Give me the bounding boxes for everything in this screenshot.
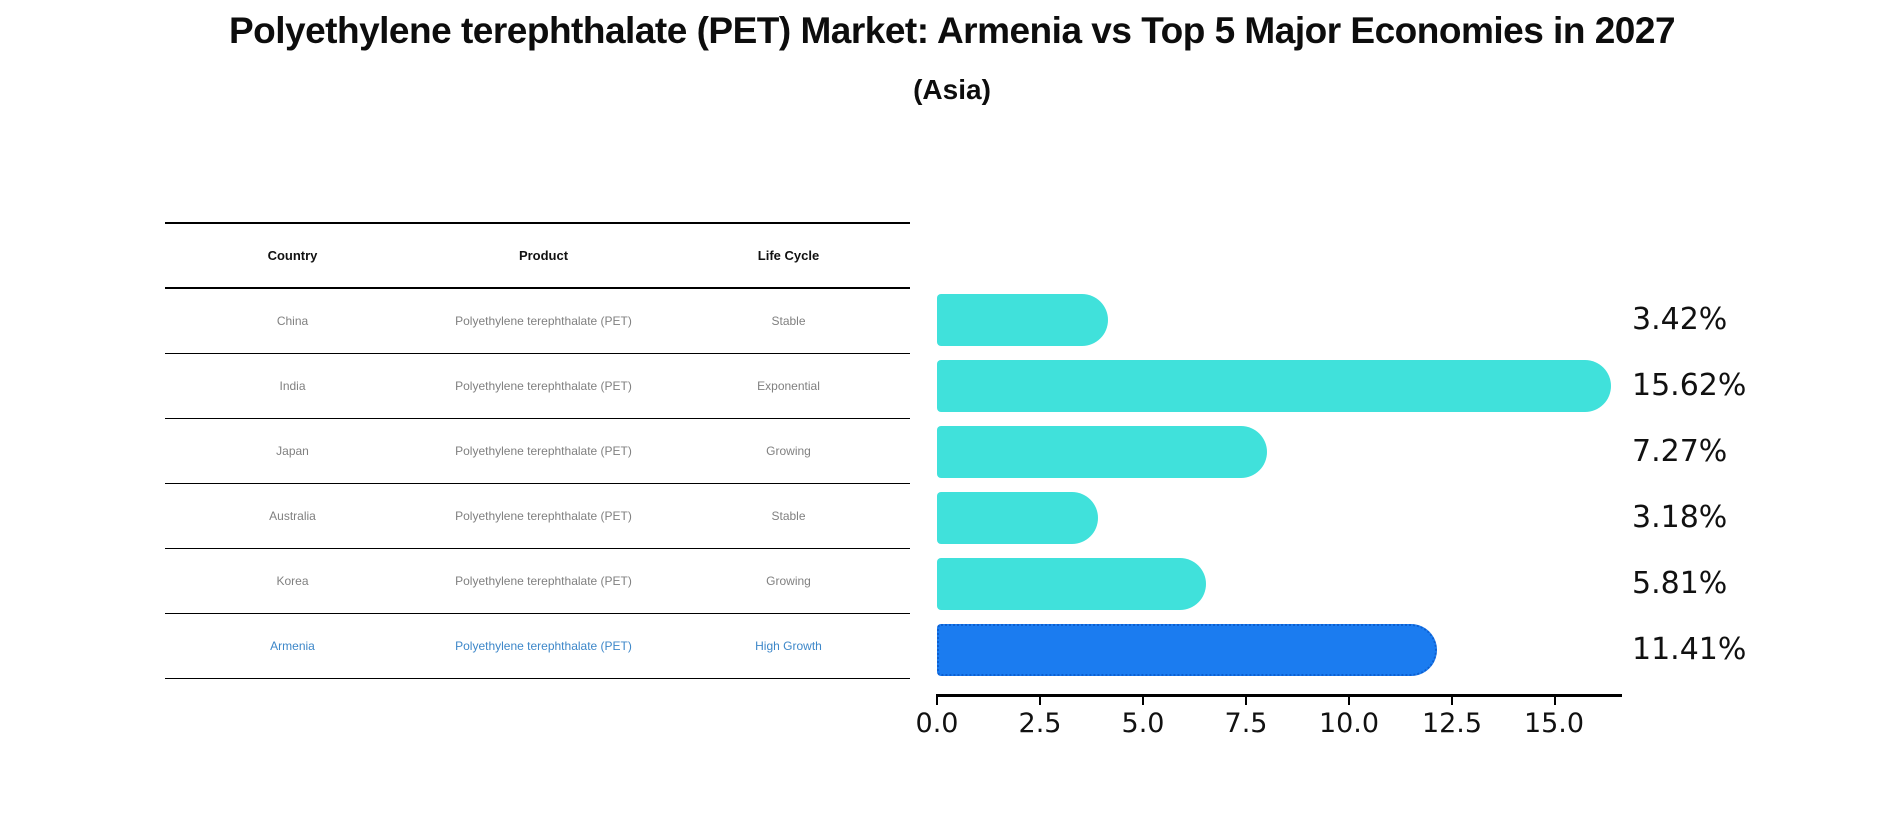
table-header-country: Country	[267, 248, 318, 263]
table-cell-product: Polyethylene terephthalate (PET)	[455, 314, 632, 328]
table-cell-country: India	[279, 379, 306, 393]
x-axis-tick-label: 15.0	[1523, 708, 1585, 739]
value-label: 7.27%	[1632, 434, 1728, 469]
table-cell-country: Japan	[276, 444, 309, 458]
table-cell-country: Korea	[276, 574, 309, 588]
table-row: China Polyethylene terephthalate (PET) S…	[165, 289, 910, 354]
value-label: 11.41%	[1632, 632, 1747, 667]
x-axis-tick-label: 5.0	[1121, 708, 1165, 739]
chart-title: Polyethylene terephthalate (PET) Market:…	[228, 10, 1676, 51]
table-row-highlighted: Armenia Polyethylene terephthalate (PET)…	[165, 614, 910, 679]
x-axis-tick-label: 10.0	[1318, 708, 1380, 739]
table-row: Korea Polyethylene terephthalate (PET) G…	[165, 549, 910, 614]
x-axis-tick	[1348, 696, 1350, 705]
x-axis-tick	[1245, 696, 1247, 705]
table-cell-country: Armenia	[270, 639, 315, 653]
x-axis-tick-label: 12.5	[1421, 708, 1483, 739]
bar-india	[937, 360, 1611, 412]
x-axis-tick-label: 7.5	[1224, 708, 1268, 739]
table-header-life-cycle: Life Cycle	[757, 248, 820, 263]
value-label: 15.62%	[1632, 368, 1747, 403]
table-row: Japan Polyethylene terephthalate (PET) G…	[165, 419, 910, 484]
table-header-product: Product	[518, 248, 569, 263]
x-axis-tick	[936, 696, 938, 705]
table-cell-country: China	[276, 314, 309, 328]
table-cell-product: Polyethylene terephthalate (PET)	[455, 574, 632, 588]
x-axis-tick	[1451, 696, 1453, 705]
table-cell-life-cycle: Exponential	[757, 379, 820, 393]
table-row: Australia Polyethylene terephthalate (PE…	[165, 484, 910, 549]
table-cell-life-cycle: Stable	[771, 509, 806, 523]
x-axis-line	[936, 694, 1622, 697]
x-axis-tick-label: 0.0	[915, 708, 959, 739]
chart-subtitle: (Asia)	[913, 74, 991, 105]
x-axis-tick-label: 2.5	[1018, 708, 1062, 739]
x-axis-tick	[1039, 696, 1041, 705]
bar-armenia-highlighted	[937, 624, 1438, 676]
table-cell-country: Australia	[269, 509, 316, 523]
table-cell-life-cycle: Growing	[766, 574, 811, 588]
table-cell-life-cycle: High Growth	[755, 639, 822, 653]
country-table: Country Product Life Cycle China Polyeth…	[165, 222, 910, 679]
table-cell-life-cycle: Stable	[771, 314, 806, 328]
bar-china	[937, 294, 1108, 346]
bar-japan	[937, 426, 1267, 478]
table-cell-product: Polyethylene terephthalate (PET)	[455, 509, 632, 523]
value-label: 3.18%	[1632, 500, 1728, 535]
value-label: 3.42%	[1632, 302, 1728, 337]
table-header-row: Country Product Life Cycle	[165, 222, 910, 289]
bar-australia	[937, 492, 1099, 544]
table-cell-life-cycle: Growing	[766, 444, 811, 458]
x-axis-tick	[1142, 696, 1144, 705]
value-label: 5.81%	[1632, 566, 1728, 601]
x-axis-tick	[1554, 696, 1556, 705]
table-cell-product: Polyethylene terephthalate (PET)	[455, 379, 632, 393]
bar-korea	[937, 558, 1207, 610]
table-cell-product: Polyethylene terephthalate (PET)	[455, 444, 632, 458]
table-row: India Polyethylene terephthalate (PET) E…	[165, 354, 910, 419]
table-cell-product: Polyethylene terephthalate (PET)	[455, 639, 632, 653]
